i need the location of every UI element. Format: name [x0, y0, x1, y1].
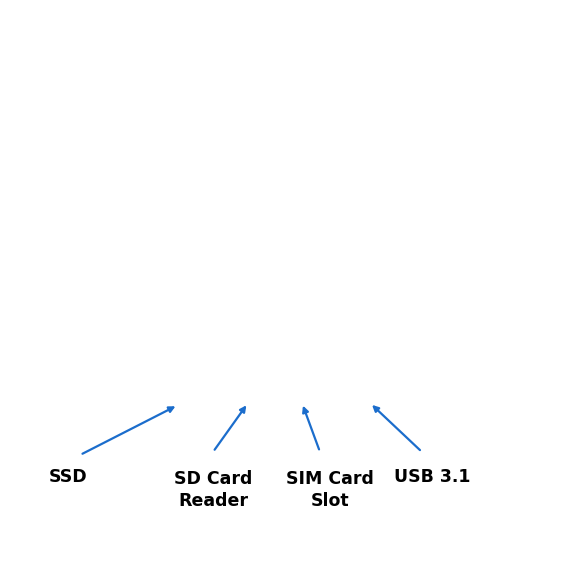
Text: SIM Card
Slot: SIM Card Slot — [286, 470, 374, 510]
Text: SD Card
Reader: SD Card Reader — [174, 470, 252, 510]
Text: SSD: SSD — [48, 468, 87, 486]
Text: USB 3.1: USB 3.1 — [394, 468, 470, 486]
